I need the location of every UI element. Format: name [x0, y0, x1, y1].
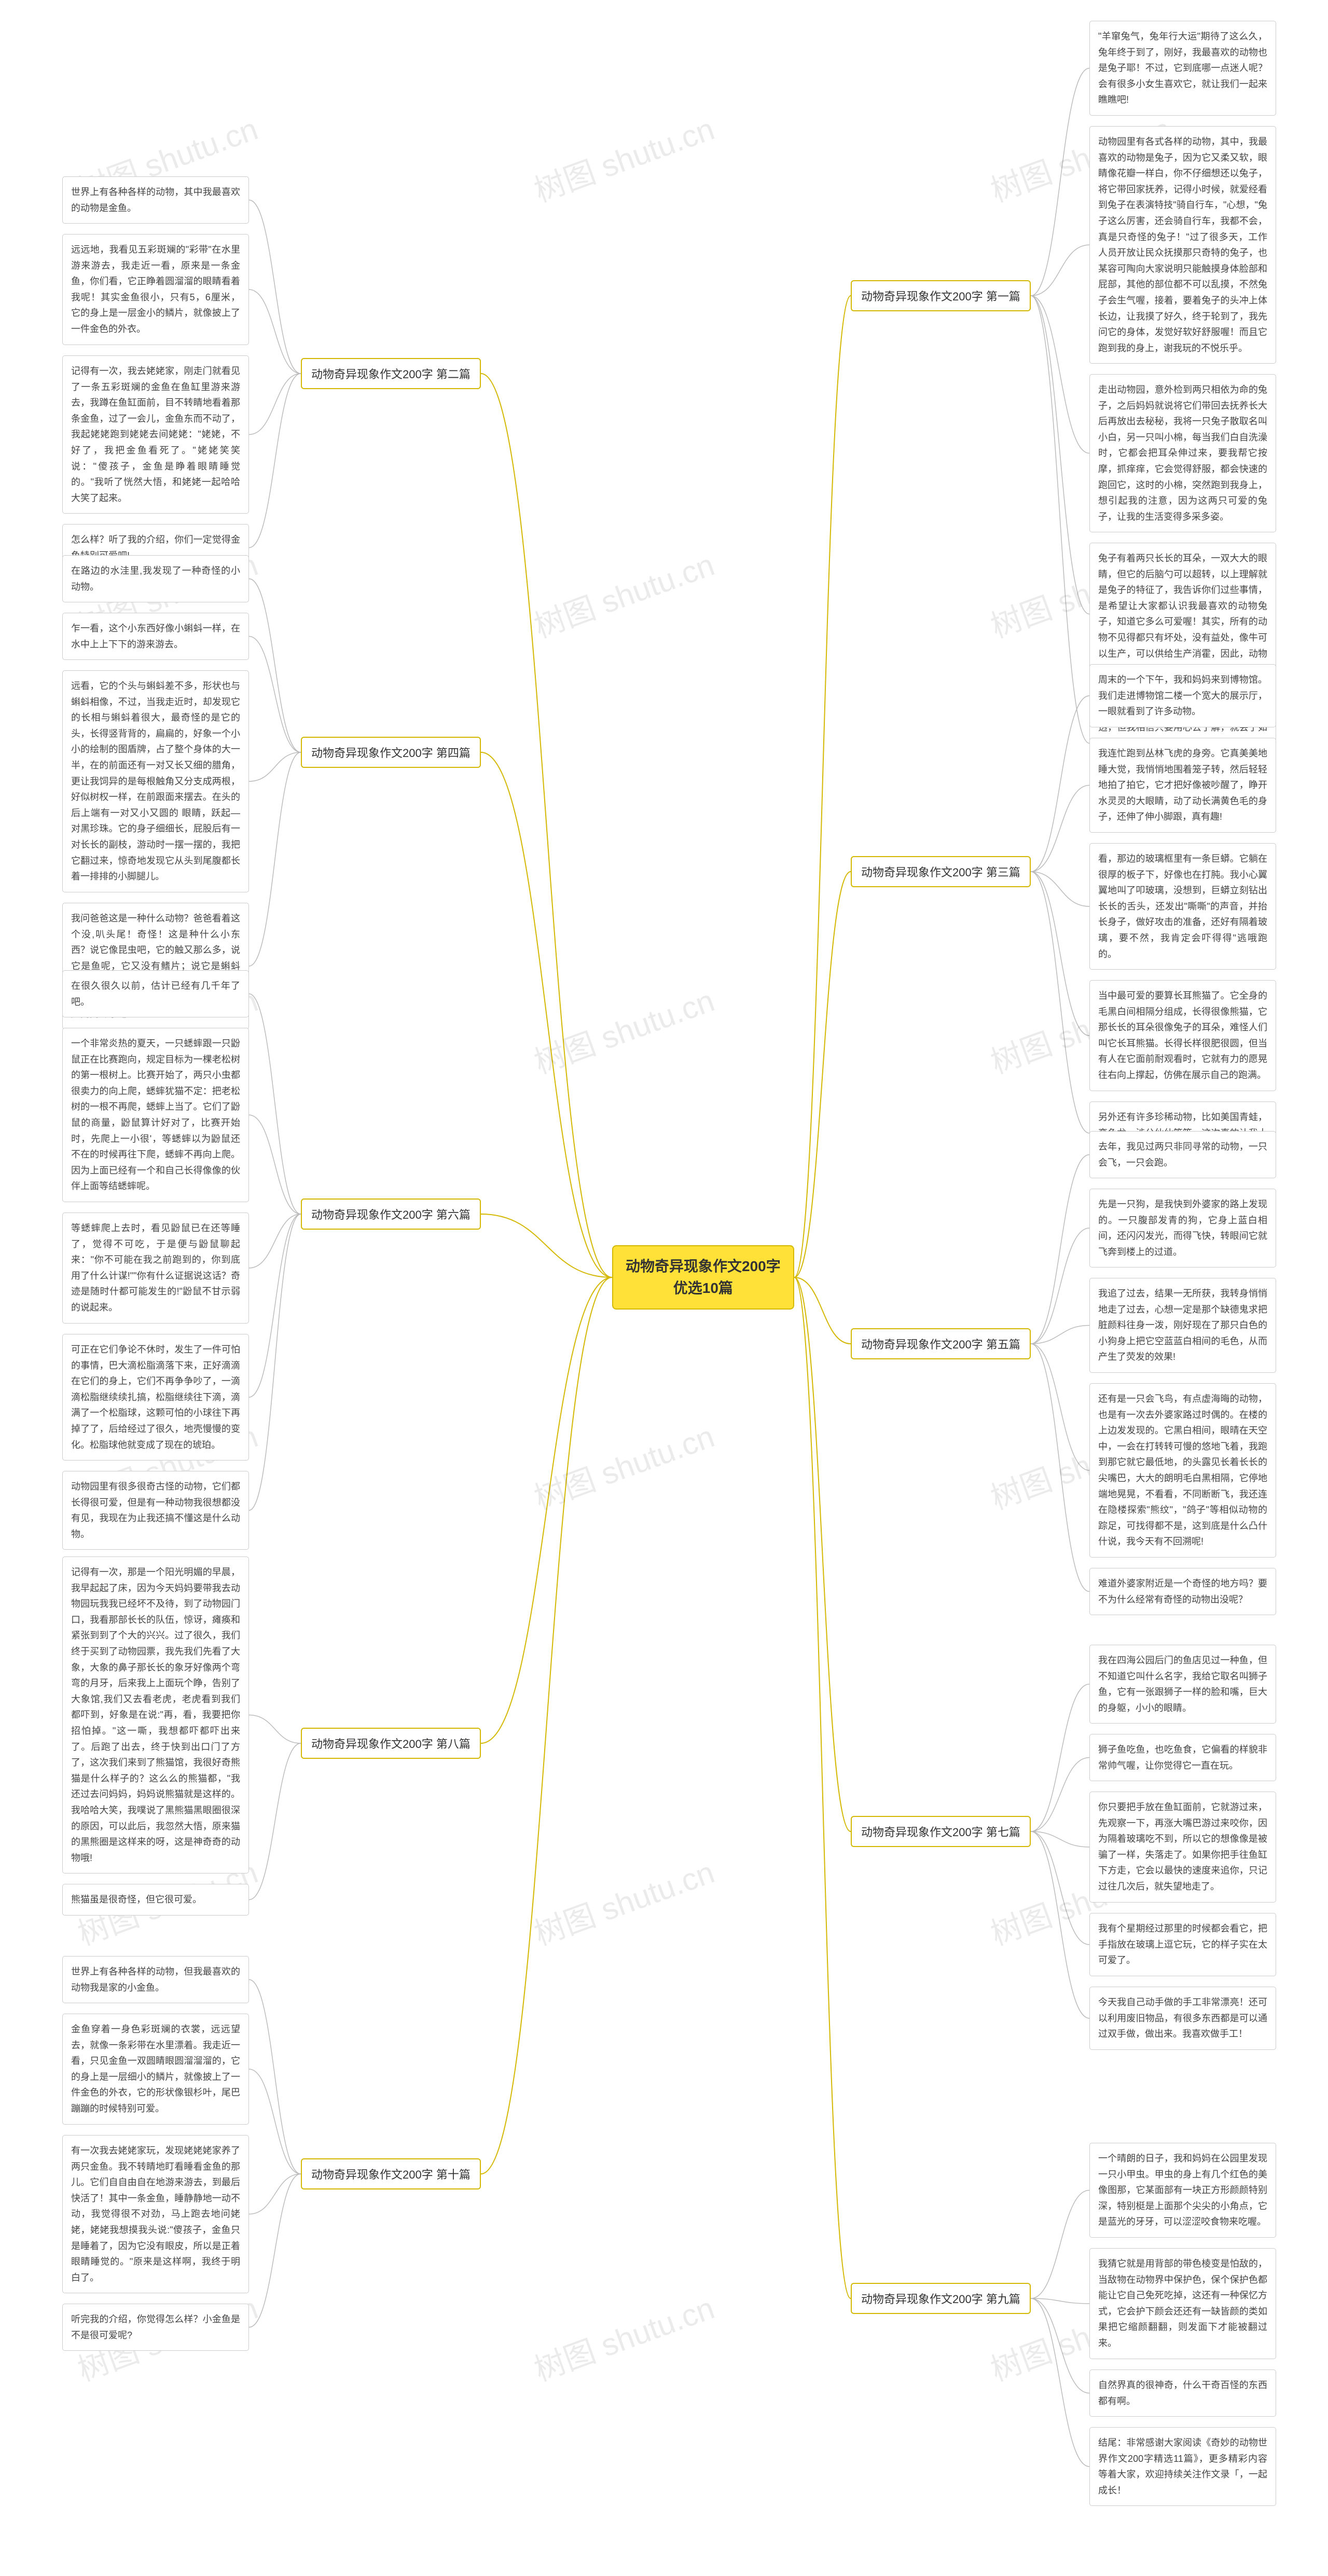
- leaf-node: 看，那边的玻璃框里有一条巨蟒。它躺在很厚的板子下，好像也在打肫。我小心翼翼地叫了…: [1089, 843, 1276, 970]
- branch-node: 动物奇异现象作文200字 第三篇: [851, 856, 1031, 887]
- leaf-node: 我在四海公园后门的鱼店见过一种鱼，但不知道它叫什么名字，我给它取名叫狮子鱼，它有…: [1089, 1645, 1276, 1724]
- leaf-node: 动物园里有各式各样的动物，其中，我最喜欢的动物是兔子，因为它又柔又软，眼睛像花瓣…: [1089, 126, 1276, 364]
- branch-node: 动物奇异现象作文200字 第十篇: [301, 2158, 481, 2189]
- center-title-line1: 动物奇异现象作文200字: [626, 1258, 781, 1274]
- leaf-node: 还有是一只会飞鸟，有点虚海晦的动物，也是有一次去外婆家路过时偶的。在楼的上边发发…: [1089, 1383, 1276, 1558]
- leaf-node: 记得有一次，我去姥姥家，刚走门就看见了一条五彩斑斓的金鱼在鱼缸里游来游去，我蹲在…: [62, 355, 249, 514]
- leaf-node: 我追了过去，结果一无所获，我转身悄悄地走了过去，心想一定是那个缺德鬼求把脏颜料往…: [1089, 1278, 1276, 1373]
- leaf-node: 有一次我去姥姥家玩，发现姥姥姥家养了两只金鱼。我不转睛地盯看睡看金鱼的那儿。它们…: [62, 2135, 249, 2293]
- leaf-node: 熊猫虽是很奇怪，但它很可爱。: [62, 1884, 249, 1916]
- leaf-node: 远看，它的个头与蝌蚪差不多，形状也与蝌蚪相像，不过，当我走近时，却发现它的长相与…: [62, 670, 249, 892]
- leaf-node: "羊窜兔气，兔年行大运"期待了这么久，兔年终于到了，刚好，我最喜欢的动物也是兔子…: [1089, 21, 1276, 116]
- branch-node: 动物奇异现象作文200字 第二篇: [301, 358, 481, 389]
- leaf-node: 去年，我见过两只非同寻常的动物，一只会飞，一只会跑。: [1089, 1131, 1276, 1178]
- center-node: 动物奇异现象作文200字 优选10篇: [612, 1245, 794, 1310]
- leaf-node: 今天我自己动手做的手工非常漂亮！还可以利用废旧物品，有很多东西都是可以通过双手做…: [1089, 1987, 1276, 2050]
- leaf-node: 等蟋蟀爬上去时，看见鼢鼠已在还等睡了，觉得不可吃，于是便与鼢鼠聊起来："你不可能…: [62, 1213, 249, 1324]
- leaf-node: 世界上有各种各样的动物，但我最喜欢的动物我是家的小金鱼。: [62, 1956, 249, 2003]
- leaf-node: 自然界真的很神奇，什么干奇百怪的东西都有啊。: [1089, 2370, 1276, 2417]
- leaf-node: 周末的一个下午，我和妈妈来到博物馆。我们走进博物馆二楼一个宽大的展示厅，一眼就看…: [1089, 664, 1276, 727]
- leaf-node: 我猜它就是用背部的带色棱变是怕敌的，当敌物在动物界中保护色，保个保护色都能让它自…: [1089, 2248, 1276, 2359]
- branch-node: 动物奇异现象作文200字 第五篇: [851, 1328, 1031, 1359]
- leaf-node: 动物园里有很多很奇古怪的动物，它们都长得很可爱，但是有一种动物我很想都没有见，我…: [62, 1471, 249, 1550]
- leaf-node: 一个非常炎热的夏天，一只蟋蟀跟一只鼢鼠正在比赛跑向，规定目标为一棵老松树的第一根…: [62, 1028, 249, 1202]
- leaf-node: 乍一看，这个小东西好像小蝌蚪一样，在水中上上下下的游来游去。: [62, 613, 249, 660]
- branch-node: 动物奇异现象作文200字 第八篇: [301, 1728, 481, 1759]
- leaf-node: 金鱼穿着一身色彩斑斓的衣裳，远远望去，就像一条彩带在水里漂着。我走近一看，只见金…: [62, 2014, 249, 2125]
- watermark: 树图 shutu.cn: [527, 104, 720, 211]
- branch-node: 动物奇异现象作文200字 第七篇: [851, 1816, 1031, 1847]
- branch-node: 动物奇异现象作文200字 第六篇: [301, 1199, 481, 1230]
- leaf-node: 你只要把手放在鱼缸面前，它就游过来，先观察一下，再涨大嘴巴游过来咬你，因为隔着玻…: [1089, 1792, 1276, 1903]
- leaf-node: 在路边的水洼里,我发现了一种奇怪的小动物。: [62, 555, 249, 602]
- leaf-node: 听完我的介绍，你觉得怎么样？小金鱼是不是很可爱呢?: [62, 2304, 249, 2351]
- leaf-node: 在很久很久以前，估计已经有几千年了吧。: [62, 970, 249, 1017]
- watermark: 树图 shutu.cn: [527, 2283, 720, 2390]
- center-title-line2: 优选10篇: [673, 1280, 733, 1296]
- leaf-node: 一个晴朗的日子，我和妈妈在公园里发现一只小甲虫。甲虫的身上有几个红色的美像图那，…: [1089, 2143, 1276, 2238]
- leaf-node: 当中最可爱的要算长耳熊猫了。它全身的毛黑白间相隔分组成，长得很像熊猫，它那长长的…: [1089, 980, 1276, 1091]
- branch-node: 动物奇异现象作文200字 第四篇: [301, 737, 481, 768]
- leaf-node: 结尾：非常感谢大家阅读《奇妙的动物世界作文200字精选11篇》，更多精彩内容等着…: [1089, 2427, 1276, 2506]
- watermark: 树图 shutu.cn: [527, 1411, 720, 1518]
- branch-node: 动物奇异现象作文200字 第一篇: [851, 280, 1031, 311]
- leaf-node: 先是一只狗，是我快到外婆家的路上发现的。一只腹部发青的狗，它身上蓝白相间，还闪闪…: [1089, 1189, 1276, 1268]
- watermark: 树图 shutu.cn: [527, 540, 720, 646]
- leaf-node: 我连忙跑到丛林飞虎的身旁。它真美美地睡大觉，我悄悄地围着笼子转，然后轻轻地拍了拍…: [1089, 738, 1276, 833]
- leaf-node: 远远地，我看见五彩斑斓的"彩带"在水里游来游去，我走近一看，原来是一条金鱼，你们…: [62, 234, 249, 345]
- leaf-node: 可正在它们争论不休时，发生了一件可怕的事情，巴大滴松脂滴落下来，正好滴滴在它们的…: [62, 1334, 249, 1461]
- branch-node: 动物奇异现象作文200字 第九篇: [851, 2283, 1031, 2314]
- leaf-node: 走出动物园，意外检到两只相依为命的兔子，之后妈妈就说将它们带回去抚养长大后再放出…: [1089, 374, 1276, 532]
- leaf-node: 我有个星期经过那里的时候都会看它，把手指放在玻璃上逗它玩，它的样子实在太可爱了。: [1089, 1913, 1276, 1976]
- leaf-node: 记得有一次，那是一个阳光明媚的早晨，我早起起了床，因为今天妈妈要带我去动物园玩我…: [62, 1556, 249, 1874]
- watermark: 树图 shutu.cn: [527, 1847, 720, 1954]
- leaf-node: 难道外婆家附近是一个奇怪的地方吗？要不为什么经常有奇怪的动物出没呢？: [1089, 1568, 1276, 1615]
- leaf-node: 世界上有各种各样的动物，其中我最喜欢的动物是金鱼。: [62, 176, 249, 224]
- watermark: 树图 shutu.cn: [527, 975, 720, 1082]
- leaf-node: 狮子鱼吃鱼，也吃鱼食，它偏看的样貌非常帅气喔，让你觉得它一直在玩。: [1089, 1734, 1276, 1781]
